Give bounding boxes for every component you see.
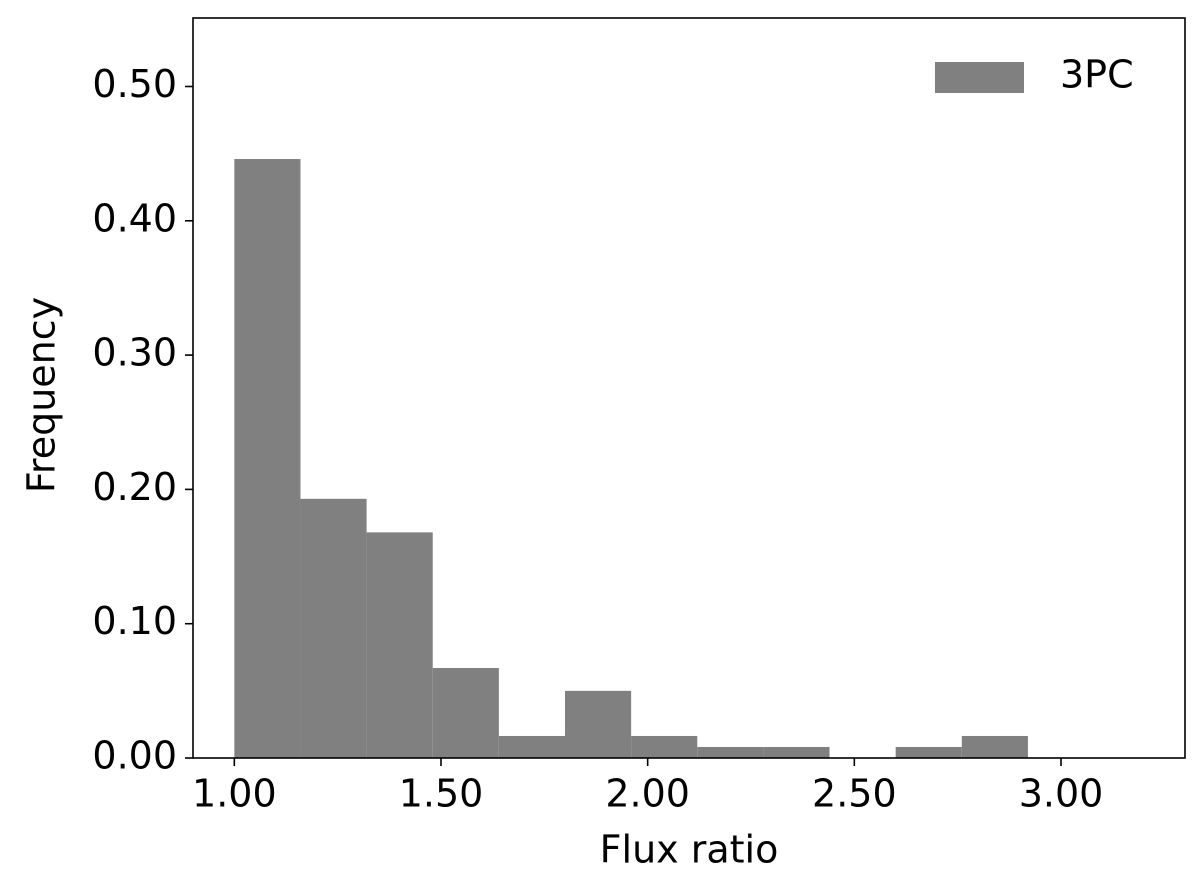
- legend-swatch: [935, 62, 1024, 93]
- bar: [432, 668, 499, 758]
- x-tick-label: 1.50: [399, 772, 484, 816]
- y-axis-label: Frequency: [20, 297, 64, 493]
- x-axis-label: Flux ratio: [600, 828, 779, 872]
- bar: [961, 735, 1028, 758]
- y-tick-label: 0.30: [92, 331, 177, 375]
- bar: [697, 746, 764, 758]
- x-tick-label: 1.00: [192, 772, 277, 816]
- x-tick-label: 3.00: [1019, 772, 1104, 816]
- legend-label: 3PC: [1060, 53, 1134, 97]
- bar: [366, 532, 433, 758]
- plot-frame: [192, 17, 1186, 759]
- bar: [234, 159, 301, 758]
- bar: [498, 735, 565, 758]
- bar: [763, 746, 830, 758]
- y-tick-label: 0.40: [92, 196, 177, 240]
- y-tick-label: 0.50: [92, 62, 177, 106]
- y-tick-label: 0.00: [92, 734, 177, 778]
- bar: [631, 735, 698, 758]
- x-tick-label: 2.50: [812, 772, 897, 816]
- y-tick-label: 0.20: [92, 465, 177, 509]
- x-tick-label: 2.00: [605, 772, 690, 816]
- y-tick-label: 0.10: [92, 599, 177, 643]
- bar: [895, 746, 962, 758]
- bar: [565, 690, 632, 758]
- bar: [300, 498, 367, 758]
